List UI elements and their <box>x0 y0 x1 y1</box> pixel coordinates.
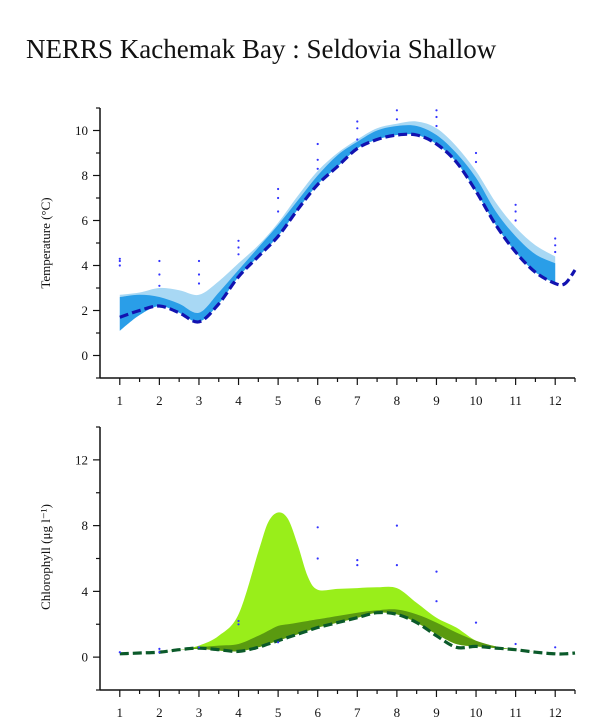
data-point <box>118 651 121 654</box>
y-axis-title: Temperature (°C) <box>38 197 53 288</box>
x-tick-label: 6 <box>314 705 321 720</box>
x-tick-label: 2 <box>156 393 163 408</box>
x-tick-label: 12 <box>549 705 562 720</box>
data-point <box>474 621 478 624</box>
data-point <box>158 647 161 651</box>
data-point <box>237 253 240 256</box>
data-point <box>356 127 359 130</box>
data-point <box>395 564 398 567</box>
data-point <box>514 203 517 206</box>
chlorophyll-band-light <box>119 512 556 655</box>
data-point <box>237 619 240 623</box>
x-tick-label: 10 <box>470 705 483 720</box>
chlorophyll-band-dark <box>119 609 556 655</box>
x-tick-label: 6 <box>314 393 321 408</box>
data-point <box>514 210 517 213</box>
data-point <box>158 284 161 287</box>
y-tick-label: 4 <box>82 258 89 273</box>
data-point <box>316 158 319 161</box>
data-point <box>118 264 121 267</box>
data-point <box>237 623 240 626</box>
y-tick-label: 10 <box>75 123 88 138</box>
y-tick-label: 0 <box>82 348 89 363</box>
data-point <box>435 600 438 603</box>
x-tick-label: 10 <box>470 393 483 408</box>
data-point <box>158 651 161 654</box>
x-tick-label: 7 <box>354 705 361 720</box>
data-point <box>277 210 280 213</box>
y-tick-label: 6 <box>82 213 89 228</box>
data-point <box>435 115 438 119</box>
data-point <box>118 257 121 260</box>
data-point <box>395 524 398 527</box>
data-point <box>356 559 359 562</box>
data-point <box>277 641 280 644</box>
data-point <box>554 237 557 240</box>
data-point <box>277 187 280 191</box>
data-point <box>395 109 398 112</box>
x-tick-label: 8 <box>394 705 401 720</box>
data-point <box>316 142 319 146</box>
data-point <box>316 526 319 529</box>
temperature-median-line <box>119 132 577 324</box>
data-point <box>554 250 557 254</box>
data-point <box>118 259 121 263</box>
x-tick-label: 9 <box>433 393 440 408</box>
x-tick-label: 9 <box>433 705 440 720</box>
x-tick-label: 4 <box>235 705 242 720</box>
temperature-band-light <box>119 121 556 331</box>
data-point <box>197 282 201 285</box>
data-point <box>237 239 240 242</box>
x-tick-label: 11 <box>509 705 522 720</box>
x-tick-label: 5 <box>275 393 282 408</box>
data-point <box>514 219 517 222</box>
x-tick-label: 12 <box>549 393 562 408</box>
chlorophyll-median-line <box>119 610 576 656</box>
data-point <box>514 642 517 646</box>
data-point <box>197 259 201 263</box>
data-point <box>356 138 359 141</box>
data-point <box>158 273 161 276</box>
x-tick-label: 7 <box>354 393 361 408</box>
y-axis-title: Chlorophyll (μg l⁻¹) <box>38 504 53 610</box>
data-point <box>554 244 557 247</box>
y-tick-label: 12 <box>75 452 88 467</box>
data-point <box>316 167 319 170</box>
data-point <box>277 196 280 200</box>
data-point <box>316 557 319 560</box>
data-point <box>554 646 557 649</box>
data-point <box>158 259 161 263</box>
x-tick-label: 11 <box>509 393 522 408</box>
y-tick-label: 0 <box>82 650 89 665</box>
x-tick-label: 5 <box>275 705 282 720</box>
y-tick-label: 8 <box>82 168 89 183</box>
x-tick-label: 1 <box>117 393 124 408</box>
y-tick-label: 4 <box>82 584 89 599</box>
data-point <box>197 646 201 649</box>
data-point <box>395 118 398 121</box>
data-point <box>197 273 201 276</box>
x-tick-label: 1 <box>117 705 124 720</box>
y-tick-label: 8 <box>82 518 89 533</box>
data-point <box>474 160 478 164</box>
data-point <box>237 246 240 249</box>
y-tick-label: 2 <box>82 303 89 318</box>
x-tick-label: 2 <box>156 705 163 720</box>
data-point <box>435 109 438 112</box>
x-tick-label: 8 <box>394 393 401 408</box>
page-title: NERRS Kachemak Bay : Seldovia Shallow <box>26 34 497 64</box>
data-point <box>356 120 359 123</box>
x-tick-label: 3 <box>196 705 203 720</box>
x-tick-label: 3 <box>196 393 203 408</box>
data-point <box>435 570 438 573</box>
data-point <box>356 564 359 567</box>
data-point <box>435 124 438 128</box>
data-point <box>474 151 478 155</box>
x-tick-label: 4 <box>235 393 242 408</box>
